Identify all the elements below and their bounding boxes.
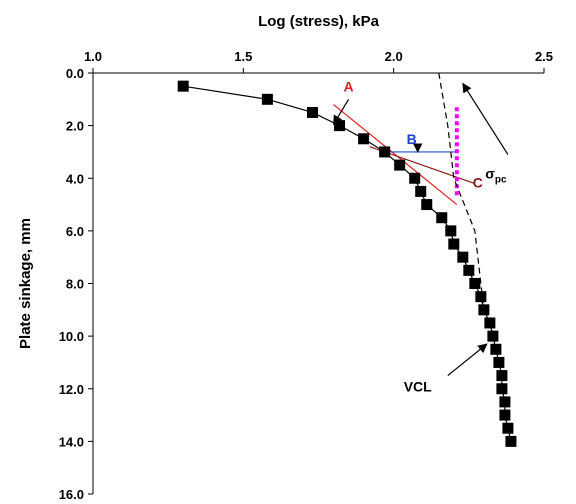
line-a: [333, 104, 458, 206]
data-point-24: [499, 396, 511, 408]
data-point-3: [334, 120, 346, 132]
y-tick-label: 0.0: [66, 66, 84, 81]
arrow-sigma-pc: [462, 82, 509, 155]
data-point-4: [358, 133, 370, 145]
data-point-1: [261, 93, 273, 105]
arrow-vcl: [447, 343, 488, 377]
data-point-25: [499, 409, 511, 421]
axes: Log (stress), kPa Plate sinkage, mm 1.0 1…: [17, 13, 553, 502]
y-tick-label: 12.0: [59, 382, 84, 397]
data-point-16: [475, 291, 487, 303]
label-sigma-pc: σpc: [485, 165, 507, 185]
y-tick-label: 8.0: [66, 277, 84, 292]
line-vcl: [438, 72, 485, 310]
y-tick-label: 2.0: [66, 119, 84, 134]
x-tick-label: 1.5: [234, 49, 252, 64]
data-point-5: [379, 146, 391, 158]
y-tick-label: 6.0: [66, 224, 84, 239]
y-tick-label: 14.0: [59, 434, 84, 449]
data-point-21: [493, 356, 505, 368]
reference-lines: [333, 72, 485, 310]
data-point-10: [436, 212, 448, 224]
x-axis-title: Log (stress), kPa: [258, 13, 380, 30]
data-point-17: [478, 304, 490, 316]
series-line: [183, 85, 512, 442]
y-tick-label: 4.0: [66, 171, 84, 186]
x-tick-label: 2.5: [535, 49, 553, 64]
data-point-0: [177, 80, 189, 92]
x-tick-label: 2.0: [385, 49, 403, 64]
y-tick-label: 16.0: [59, 487, 84, 502]
data-point-26: [502, 422, 514, 434]
data-point-22: [496, 370, 508, 382]
label-a: A: [344, 78, 354, 94]
data-point-14: [463, 264, 475, 276]
arrow-a: [333, 99, 350, 126]
data-point-23: [496, 383, 508, 395]
data-point-9: [421, 199, 433, 211]
data-point-18: [484, 317, 496, 329]
x-tick-label: 1.0: [84, 49, 102, 64]
y-axis-title: Plate sinkage, mm: [17, 218, 34, 349]
data-point-8: [415, 185, 427, 197]
data-point-13: [457, 251, 469, 263]
data-layer: [177, 80, 517, 447]
data-point-11: [445, 225, 457, 237]
data-point-12: [448, 238, 460, 250]
label-c: C: [473, 174, 483, 190]
data-point-15: [469, 278, 481, 289]
label-sigma-pc-subscript: pc: [495, 174, 507, 185]
data-point-27: [505, 435, 517, 447]
data-point-2: [306, 106, 318, 118]
data-point-20: [490, 343, 502, 355]
data-point-6: [394, 159, 406, 171]
data-point-19: [487, 330, 499, 342]
label-b: B: [407, 131, 417, 147]
label-vcl: VCL: [404, 378, 432, 394]
data-point-7: [409, 172, 421, 184]
y-tick-label: 10.0: [59, 329, 84, 344]
